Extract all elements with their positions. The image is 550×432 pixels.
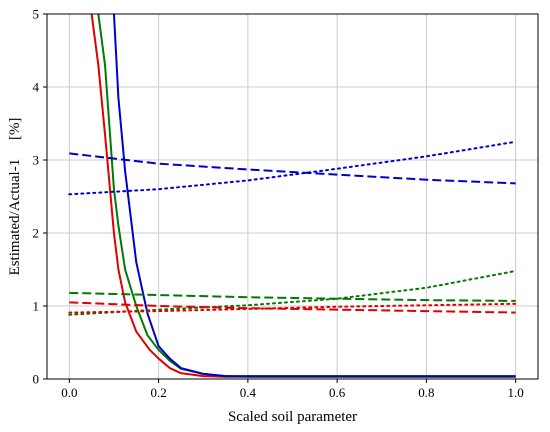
- red-dashed-series-line: [69, 301, 516, 314]
- y-axis-ticks: 0 1 2 3 4 5: [33, 7, 47, 387]
- x-axis-ticks: 0.0 0.2 0.4 0.6 0.8 1.0: [61, 379, 524, 400]
- x-tick-label: 0.2: [150, 385, 166, 400]
- green-dashed-series-line: [69, 291, 516, 302]
- x-tick-label: 0.0: [61, 385, 77, 400]
- y-tick-label: 1: [33, 299, 40, 314]
- x-tick-label: 0.8: [418, 385, 434, 400]
- y-tick-label: 0: [33, 372, 40, 387]
- x-tick-label: 0.6: [329, 385, 346, 400]
- series-group: [68, 14, 517, 378]
- blue-dotted-series-line: [68, 140, 517, 196]
- x-tick-label: 1.0: [508, 385, 524, 400]
- blue-dashed-series-line: [69, 152, 516, 185]
- x-axis-label: Scaled soil parameter: [228, 409, 357, 425]
- plot-area: [68, 14, 517, 378]
- y-tick-label: 5: [33, 7, 40, 22]
- y-tick-label: 3: [33, 153, 40, 168]
- plot-frame: [46, 13, 539, 380]
- y-tick-label: 4: [33, 80, 40, 95]
- blue-solid-series-line: [112, 14, 516, 378]
- x-tick-label: 0.4: [240, 385, 257, 400]
- y-tick-label: 2: [33, 226, 40, 241]
- red-dotted-series-line: [68, 302, 517, 314]
- y-axis-label: Estimated/Actual-1 [%]: [7, 118, 23, 276]
